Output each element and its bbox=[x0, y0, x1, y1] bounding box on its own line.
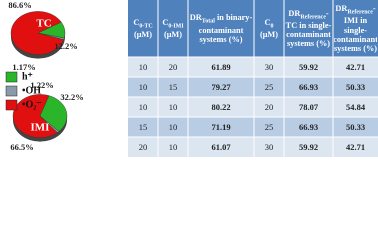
header-part: C bbox=[162, 17, 169, 27]
table-cell: 10 bbox=[169, 122, 178, 132]
header-cell: C0-TC (μM) bbox=[129, 1, 157, 56]
header-part: 0-IMI bbox=[168, 23, 184, 30]
header-part: C bbox=[133, 17, 140, 27]
table-cell: 10 bbox=[169, 142, 178, 152]
slice-label: 32.2% bbox=[60, 92, 83, 102]
header-cell: DRTotal in binary-contaminant systems (%… bbox=[189, 1, 253, 56]
table-cell: 54.84 bbox=[346, 102, 366, 112]
table-cell: 50.33 bbox=[346, 82, 365, 92]
header-part: -IMI in single-contaminant systems (%) bbox=[334, 4, 377, 53]
table-cell: 78.07 bbox=[299, 102, 319, 112]
header-text: C0-TC (μM) bbox=[129, 1, 157, 56]
slice-label: 86.6% bbox=[8, 0, 31, 10]
table-cell: 42.71 bbox=[346, 62, 365, 72]
pie-label: TC bbox=[36, 18, 51, 30]
slice-label: 12.2% bbox=[54, 41, 77, 51]
table-cell: 59.92 bbox=[299, 62, 318, 72]
table-row-bg bbox=[128, 97, 378, 117]
table-header-bg bbox=[128, 0, 378, 57]
header-part: in binary-contaminant systems (%) bbox=[198, 13, 253, 44]
header-part: Reference bbox=[300, 14, 326, 21]
table-cell: 42.71 bbox=[346, 142, 365, 152]
header-part: DR bbox=[189, 13, 202, 23]
header-text: C0 (μM) bbox=[255, 1, 283, 56]
table-cell: 66.93 bbox=[299, 82, 318, 92]
table-cell: 30 bbox=[265, 62, 274, 72]
table-cell: 20 bbox=[169, 62, 178, 72]
legend-swatch bbox=[5, 99, 18, 111]
pie-slice bbox=[37, 32, 65, 40]
table-cell: 25 bbox=[265, 82, 274, 92]
table-cell: 30 bbox=[265, 142, 274, 152]
header-text: DRReference-IMI in single-contaminant sy… bbox=[334, 1, 377, 56]
legend-swatch bbox=[5, 71, 18, 83]
header-cell: C0-IMI (μM) bbox=[159, 1, 187, 56]
table-cell: 80.22 bbox=[211, 102, 230, 112]
header-part: 0-TC bbox=[139, 23, 153, 30]
pie-slice bbox=[10, 11, 64, 55]
header-label: C0-IMI (μM) bbox=[159, 18, 187, 39]
header-part: 0 bbox=[270, 23, 274, 30]
table-row-bg bbox=[128, 77, 378, 97]
legend-label: •O₂⁻ bbox=[22, 99, 42, 110]
header-text: DRReference-TC in single-contaminant sys… bbox=[285, 1, 332, 56]
header-part: Total bbox=[201, 18, 215, 25]
table-cell: 10 bbox=[139, 62, 148, 72]
table-cell: 61.89 bbox=[211, 62, 230, 72]
table-cell: 15 bbox=[139, 122, 148, 132]
table-cell: 50.33 bbox=[346, 122, 365, 132]
header-part: DR bbox=[288, 8, 301, 18]
header-label: DRReference-IMI in single-contaminant sy… bbox=[334, 4, 377, 53]
legend-swatch bbox=[5, 85, 18, 97]
pie-slice bbox=[12, 94, 58, 138]
table-cell: 71.19 bbox=[211, 122, 230, 132]
table-cell: 61.07 bbox=[211, 142, 231, 152]
header-cell: DRReference-IMI in single-contaminant sy… bbox=[334, 1, 377, 56]
header-text: DRTotal in binary-contaminant systems (%… bbox=[189, 1, 253, 56]
table-cell: 10 bbox=[169, 102, 178, 112]
header-cell: DRReference-TC in single-contaminant sys… bbox=[285, 1, 332, 56]
legend-label: h⁺ bbox=[22, 71, 33, 82]
header-part: DR bbox=[335, 4, 348, 14]
header-label: C0 (μM) bbox=[255, 18, 283, 39]
header-part: (μM) bbox=[133, 30, 153, 40]
header-label: C0-TC (μM) bbox=[129, 18, 157, 39]
table-cell: 20 bbox=[139, 142, 148, 152]
header-label: DRReference-TC in single-contaminant sys… bbox=[285, 9, 332, 49]
pie-slice bbox=[39, 95, 68, 132]
header-part: (μM) bbox=[259, 30, 279, 40]
header-part: (μM) bbox=[163, 30, 183, 40]
table-cell: 79.27 bbox=[211, 82, 231, 92]
legend-label: •OH bbox=[22, 85, 41, 96]
pie-label: IMI bbox=[31, 122, 50, 134]
figure: 86.6% 12.2% 1.17% TC 66.5% 32.2% 1.22% IMI h⁺ •OH… bbox=[5, 0, 378, 157]
slice-label: 1.22% bbox=[30, 80, 53, 90]
header-label: DRTotal in binary-contaminant systems (%… bbox=[189, 13, 253, 44]
pie-slice bbox=[39, 115, 60, 133]
table-cell: 25 bbox=[265, 122, 274, 132]
header-part: -TC in single-contaminant systems (%) bbox=[285, 8, 332, 49]
header-part: C bbox=[264, 17, 271, 27]
header-cell: C0 (μM) bbox=[255, 1, 283, 56]
table-cell: 66.93 bbox=[299, 122, 318, 132]
table-row-bg bbox=[128, 137, 378, 157]
table-cell: 15 bbox=[169, 82, 178, 92]
table-cell: 59.92 bbox=[299, 142, 318, 152]
header-part: Reference bbox=[347, 9, 373, 16]
table-row-bg bbox=[128, 117, 378, 137]
header-text: C0-IMI (μM) bbox=[159, 1, 187, 56]
slice-label: 66.5% bbox=[10, 142, 33, 152]
table-cell: 10 bbox=[139, 82, 148, 92]
table-row-bg bbox=[128, 57, 378, 77]
table-cell: 20 bbox=[265, 102, 274, 112]
slice-label: 1.17% bbox=[12, 62, 35, 72]
page: 86.6% 12.2% 1.17% TC 66.5% 32.2% 1.22% IMI h⁺ •OH… bbox=[5, 0, 378, 157]
table-cell: 10 bbox=[139, 102, 148, 112]
